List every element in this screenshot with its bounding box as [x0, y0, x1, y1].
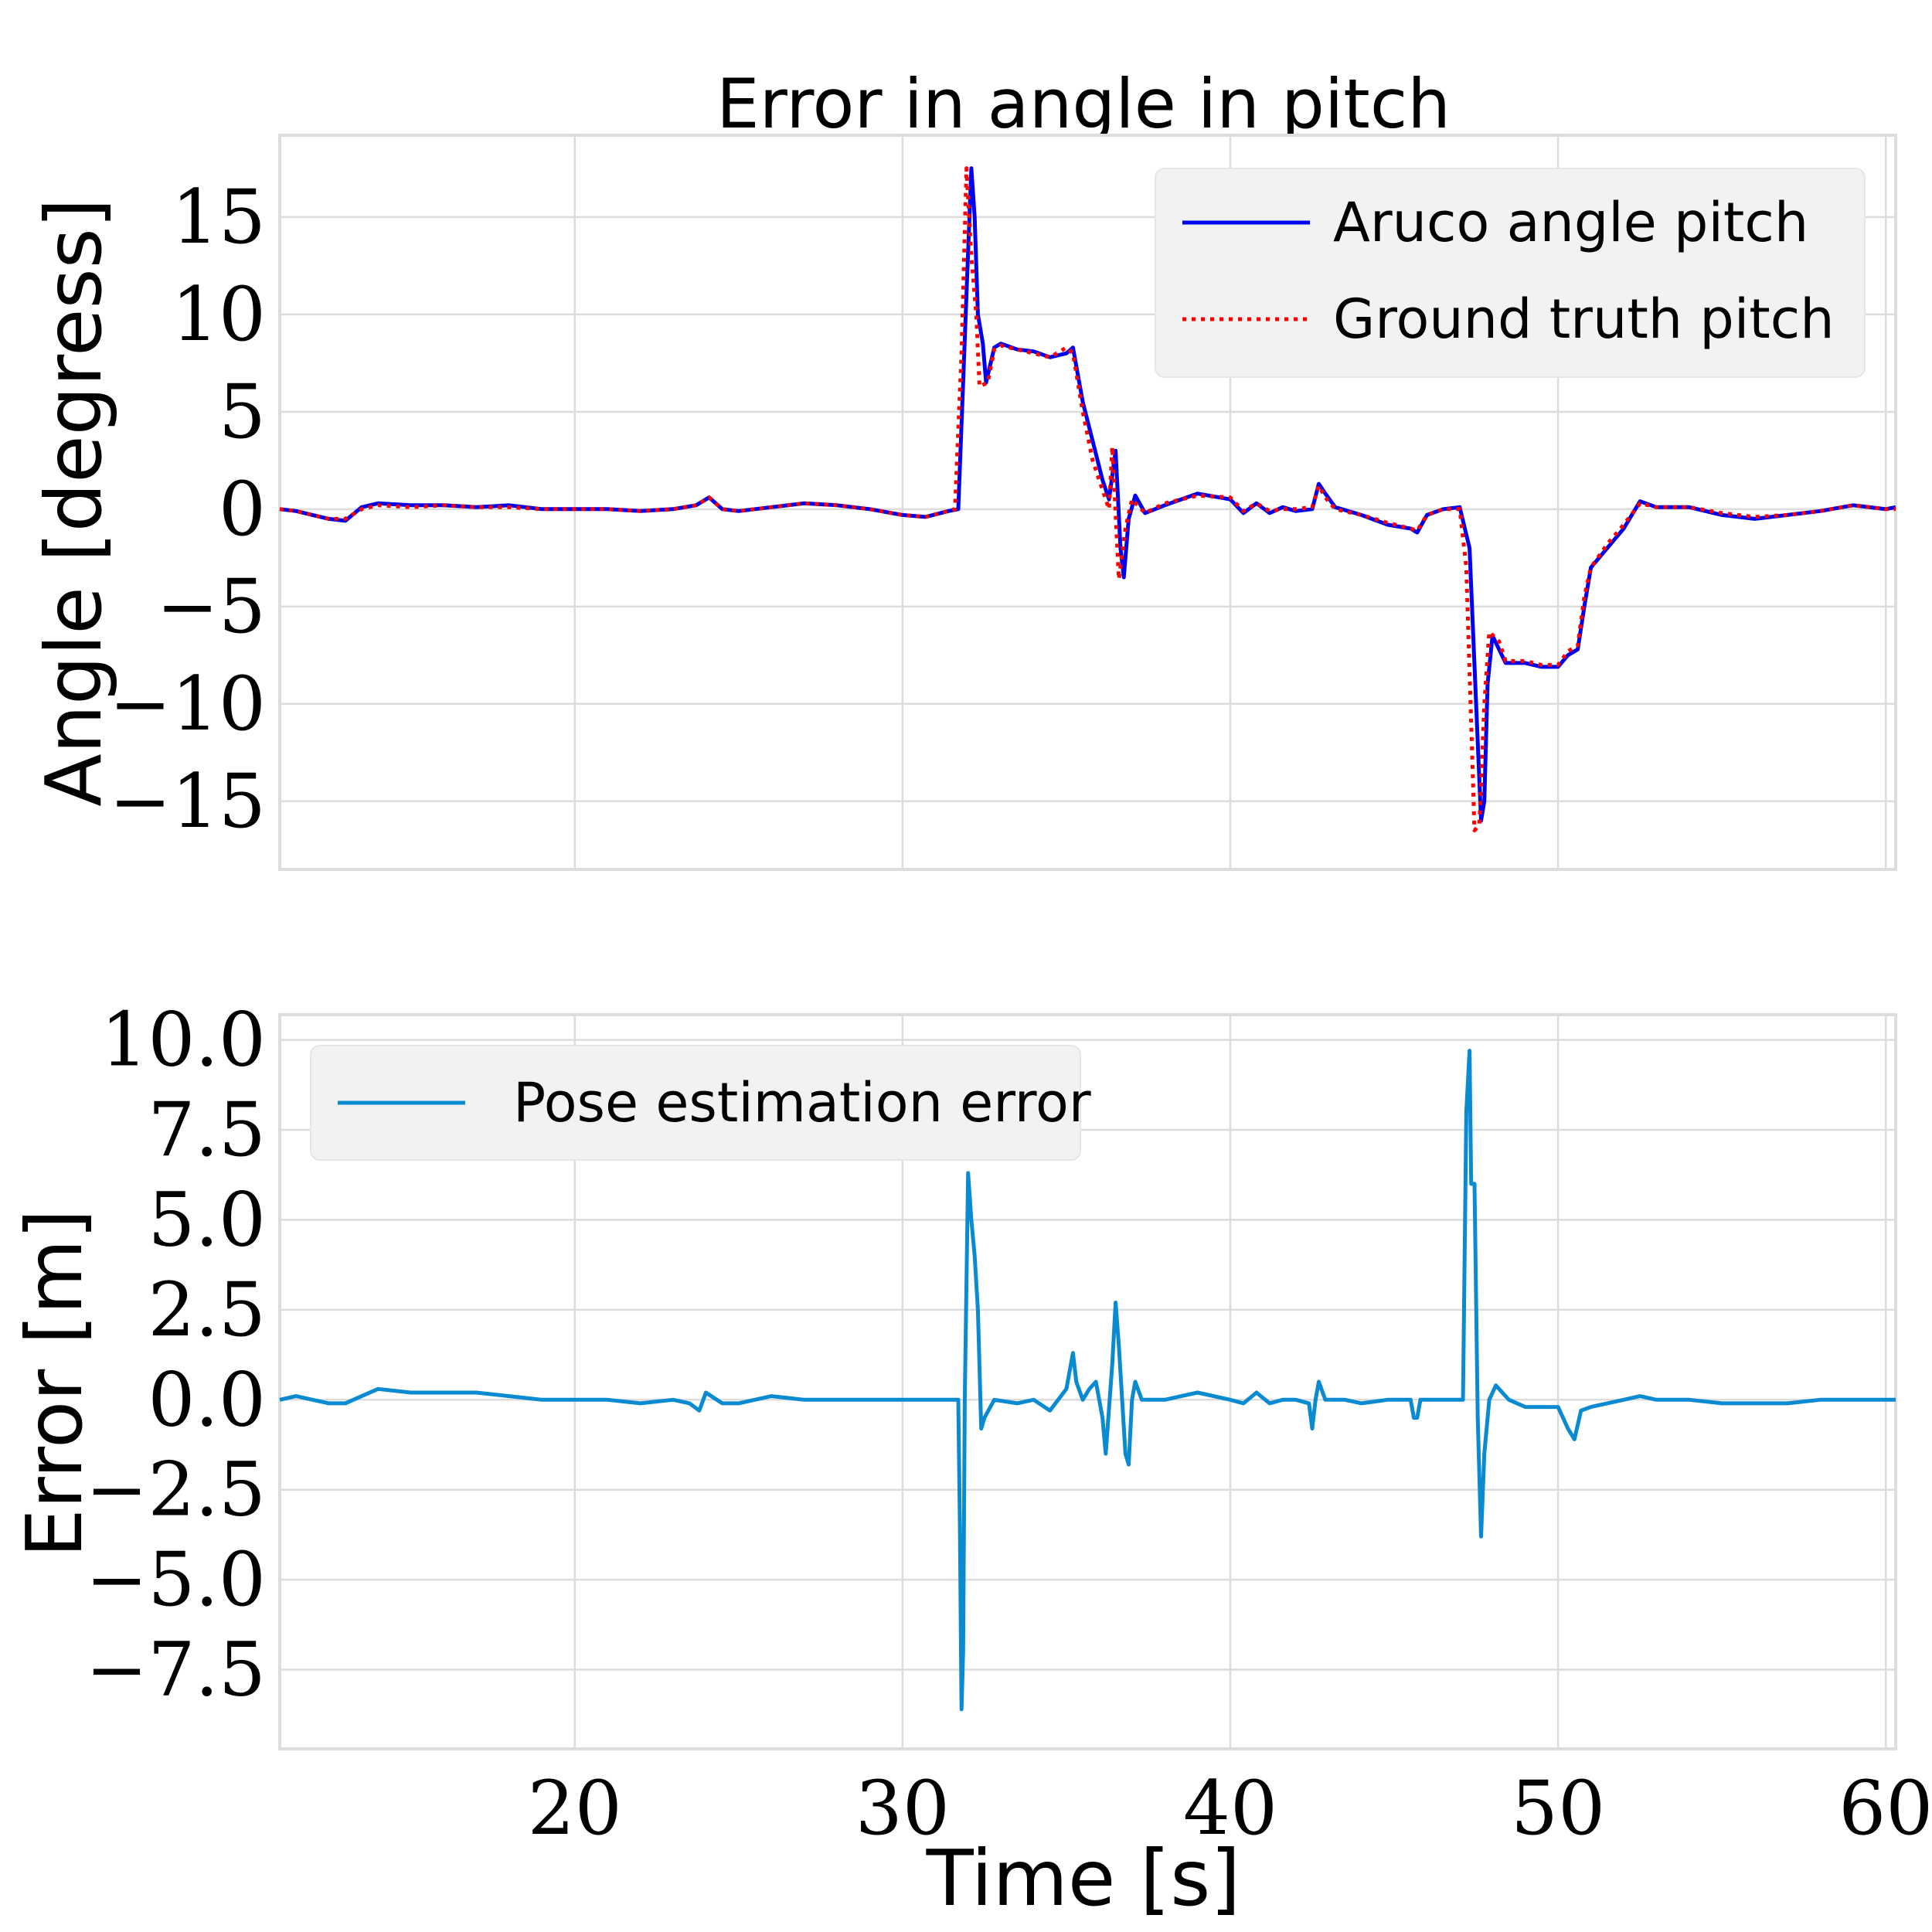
- bottom-legend[interactable]: Pose estimation error: [310, 1045, 1091, 1161]
- bottom-y-tick-label: 5.0: [148, 1176, 266, 1263]
- series-line-aruco-angle-pitch: [279, 166, 1896, 823]
- legend-label: Pose estimation error: [513, 1071, 1091, 1134]
- bottom-x-ticks: 20 30 40 50 60: [528, 1765, 1932, 1852]
- top-y-tick-label: 5: [219, 369, 266, 455]
- top-y-tick-label: 0: [219, 466, 266, 553]
- x-tick-label: 30: [855, 1765, 950, 1852]
- top-plot: −15 −10 −5 0 5 10 15 Aruco angle pitch Ground t…: [109, 134, 1897, 871]
- legend-label: Ground truth pitch: [1333, 287, 1835, 351]
- bottom-y-tick-label: 7.5: [148, 1087, 266, 1173]
- top-y-tick-label: −10: [109, 661, 266, 747]
- top-y-ticks: −15 −10 −5 0 5 10 15: [109, 174, 266, 845]
- bottom-y-tick-label: −7.5: [86, 1627, 266, 1713]
- bottom-y-axis-label: Error [m]: [9, 1209, 100, 1558]
- series-line-pose-estimation-error: [279, 1049, 1896, 1712]
- top-y-tick-label: −5: [156, 563, 266, 650]
- bottom-y-tick-label: 0.0: [148, 1356, 266, 1443]
- bottom-legend-box: [310, 1045, 1081, 1161]
- top-legend-box: [1155, 168, 1866, 378]
- series-line-ground-truth-pitch: [279, 166, 1896, 833]
- bottom-y-ticks: −7.5−5.0−2.50.02.55.07.510.0: [86, 997, 266, 1713]
- x-tick-label: 60: [1838, 1765, 1932, 1852]
- top-legend[interactable]: Aruco angle pitch Ground truth pitch: [1155, 168, 1866, 378]
- bottom-plot: −7.5−5.0−2.50.02.55.07.510.0 20 30 40 50 60 …: [86, 997, 1932, 1852]
- top-y-tick-label: 15: [172, 174, 266, 260]
- x-tick-label: 50: [1511, 1765, 1605, 1852]
- bottom-y-tick-label: 2.5: [148, 1267, 266, 1353]
- legend-label: Aruco angle pitch: [1333, 191, 1808, 254]
- top-y-axis-label: Angle [degress]: [29, 198, 119, 807]
- x-axis-label: Time [s]: [926, 1833, 1241, 1923]
- x-tick-label: 20: [528, 1765, 622, 1852]
- bottom-grid: [280, 1015, 1896, 1749]
- bottom-y-tick-label: −5.0: [86, 1536, 266, 1623]
- top-y-tick-label: −15: [109, 758, 266, 845]
- x-tick-label: 40: [1183, 1765, 1277, 1852]
- top-y-tick-label: 10: [172, 271, 266, 358]
- bottom-y-tick-label: 10.0: [100, 997, 266, 1083]
- bottom-series: [279, 1049, 1896, 1712]
- top-chart-title: Error in angle in pitch: [716, 64, 1451, 144]
- top-series: [279, 166, 1896, 833]
- bottom-y-tick-label: −2.5: [86, 1447, 266, 1533]
